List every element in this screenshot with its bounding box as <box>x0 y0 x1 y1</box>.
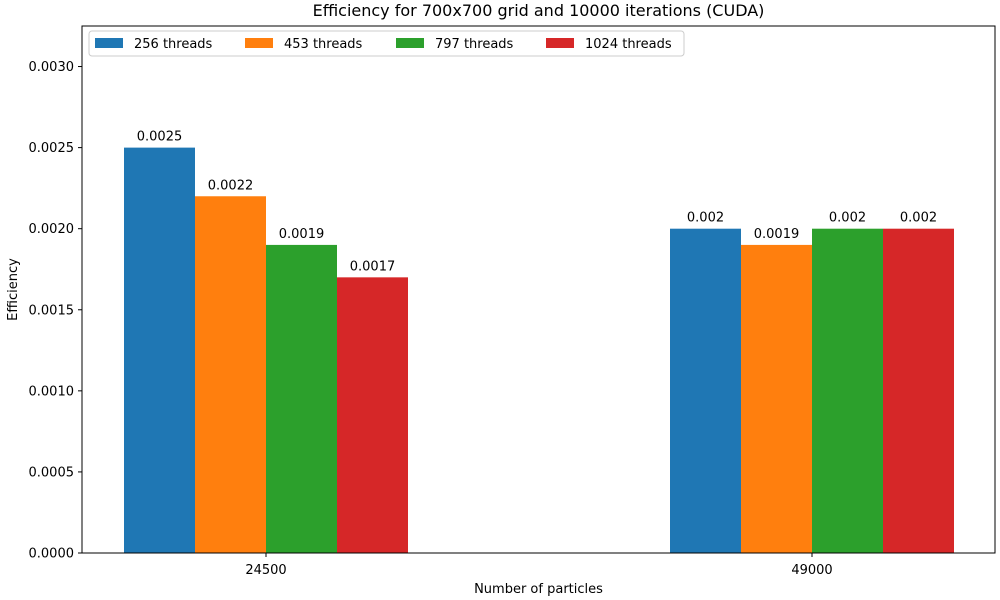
bar-1024-threads-49000 <box>883 228 954 553</box>
plot-frame <box>81 25 996 554</box>
bar-453-threads-49000 <box>741 244 812 553</box>
legend-swatch <box>245 38 273 48</box>
data-label: 0.0019 <box>754 227 800 242</box>
legend-entry: 1024 threads <box>585 37 672 52</box>
y-tick-label: 0.0010 <box>29 384 75 399</box>
legend: 256 threads 453 threads 797 threads 1024 th… <box>88 30 685 57</box>
bar-453-threads-24500 <box>195 196 266 553</box>
y-tick-label: 0.0030 <box>29 60 75 75</box>
x-tick-label: 49000 <box>791 563 832 578</box>
legend-frame <box>88 30 685 57</box>
data-label: 0.0019 <box>279 227 325 242</box>
legend-entry: 256 threads <box>134 37 213 52</box>
data-label: 0.002 <box>900 211 937 226</box>
legend-entry: 797 threads <box>435 37 514 52</box>
legend-swatch <box>95 38 123 48</box>
data-label: 0.002 <box>687 211 724 226</box>
data-label: 0.0025 <box>137 130 183 145</box>
data-label: 0.002 <box>829 211 866 226</box>
y-tick-label: 0.0015 <box>29 303 75 318</box>
y-tick-label: 0.0020 <box>29 222 75 237</box>
y-axis-label: Efficiency <box>6 258 21 321</box>
legend-entry: 453 threads <box>284 37 363 52</box>
bar-256-threads-49000 <box>670 228 741 553</box>
y-tick-label: 0.0025 <box>29 141 75 156</box>
bar-1024-threads-24500 <box>337 277 408 553</box>
data-labels-group: 0.0025 0.002 0.0022 0.0019 0.0019 0.002 0.0017… <box>137 130 937 275</box>
y-tick-label: 0.0000 <box>29 547 75 562</box>
legend-swatch <box>546 38 574 48</box>
chart-title: Efficiency for 700x700 grid and 10000 it… <box>313 1 765 20</box>
bar-256-threads-24500 <box>124 147 195 553</box>
data-label: 0.0017 <box>350 259 396 274</box>
legend-swatch <box>396 38 424 48</box>
bar-797-threads-49000 <box>812 228 883 553</box>
x-axis-label: Number of particles <box>474 582 603 597</box>
bar-797-threads-24500 <box>266 244 337 553</box>
x-axis: 24500 49000 <box>245 553 833 578</box>
y-tick-label: 0.0005 <box>29 465 75 480</box>
bars-group <box>124 147 954 553</box>
data-label: 0.0022 <box>208 178 254 193</box>
x-tick-label: 24500 <box>245 563 286 578</box>
y-axis: 0.0000 0.0005 0.0010 0.0015 0.0020 0.0025 0.00… <box>29 60 82 562</box>
